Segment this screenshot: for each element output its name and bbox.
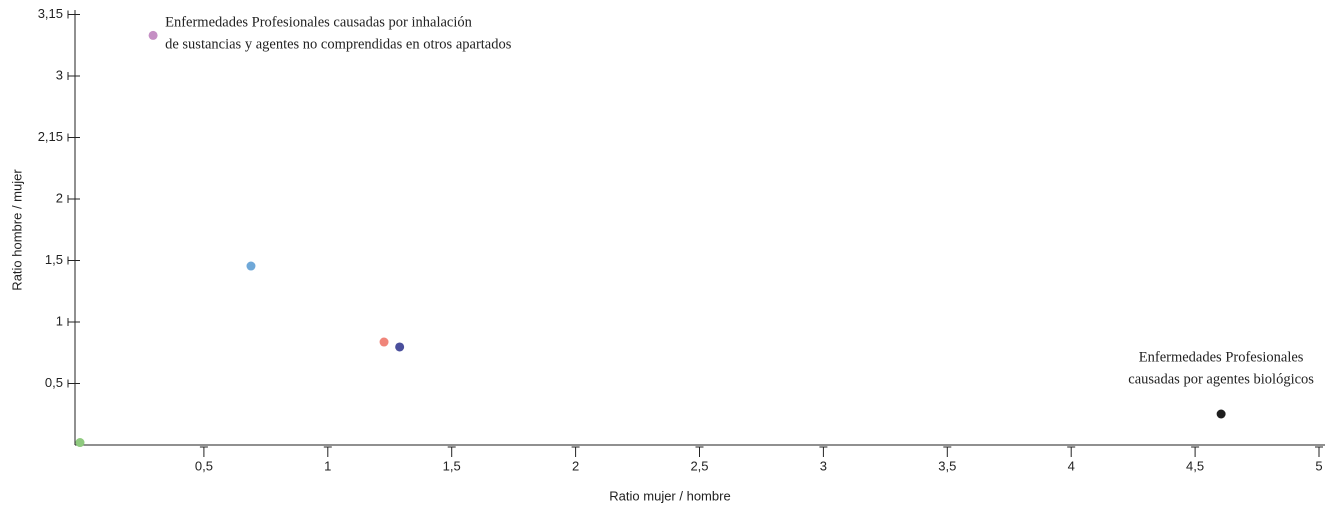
annotation: causadas por agentes biológicos [1128, 371, 1314, 387]
y-tick-label: 2 [56, 190, 63, 205]
annotation: Enfermedades Profesionales causadas por … [165, 15, 473, 31]
y-tick-label: 1,5 [45, 252, 63, 267]
scatter-point [1216, 409, 1226, 419]
x-tick-label: 4 [1068, 458, 1075, 473]
scatter-point [379, 337, 389, 347]
annotation: de sustancias y agentes no comprendidas … [165, 37, 512, 53]
y-tick-label: 1 [56, 313, 63, 328]
annotation: Enfermedades Profesionales [1139, 349, 1304, 365]
x-tick-label: 2,5 [690, 458, 708, 473]
scatter-point [395, 342, 405, 352]
scatter-point [148, 30, 158, 40]
y-tick-label: 0,5 [45, 375, 63, 390]
scatter-point [246, 261, 256, 271]
y-axis-label: Ratio hombre / mujer [9, 169, 24, 291]
y-tick-label: 3 [56, 67, 63, 82]
scatter-point [75, 438, 85, 448]
x-tick-label: 0,5 [195, 458, 213, 473]
x-tick-label: 5 [1315, 458, 1322, 473]
x-axis-label: Ratio mujer / hombre [609, 488, 730, 503]
x-tick-label: 1,5 [443, 458, 461, 473]
x-tick-label: 2 [572, 458, 579, 473]
x-tick-label: 1 [324, 458, 331, 473]
x-tick-label: 4,5 [1186, 458, 1204, 473]
y-tick-label: 3,15 [38, 6, 63, 21]
x-tick-label: 3 [820, 458, 827, 473]
y-tick-label: 2,15 [38, 129, 63, 144]
x-tick-label: 3,5 [938, 458, 956, 473]
